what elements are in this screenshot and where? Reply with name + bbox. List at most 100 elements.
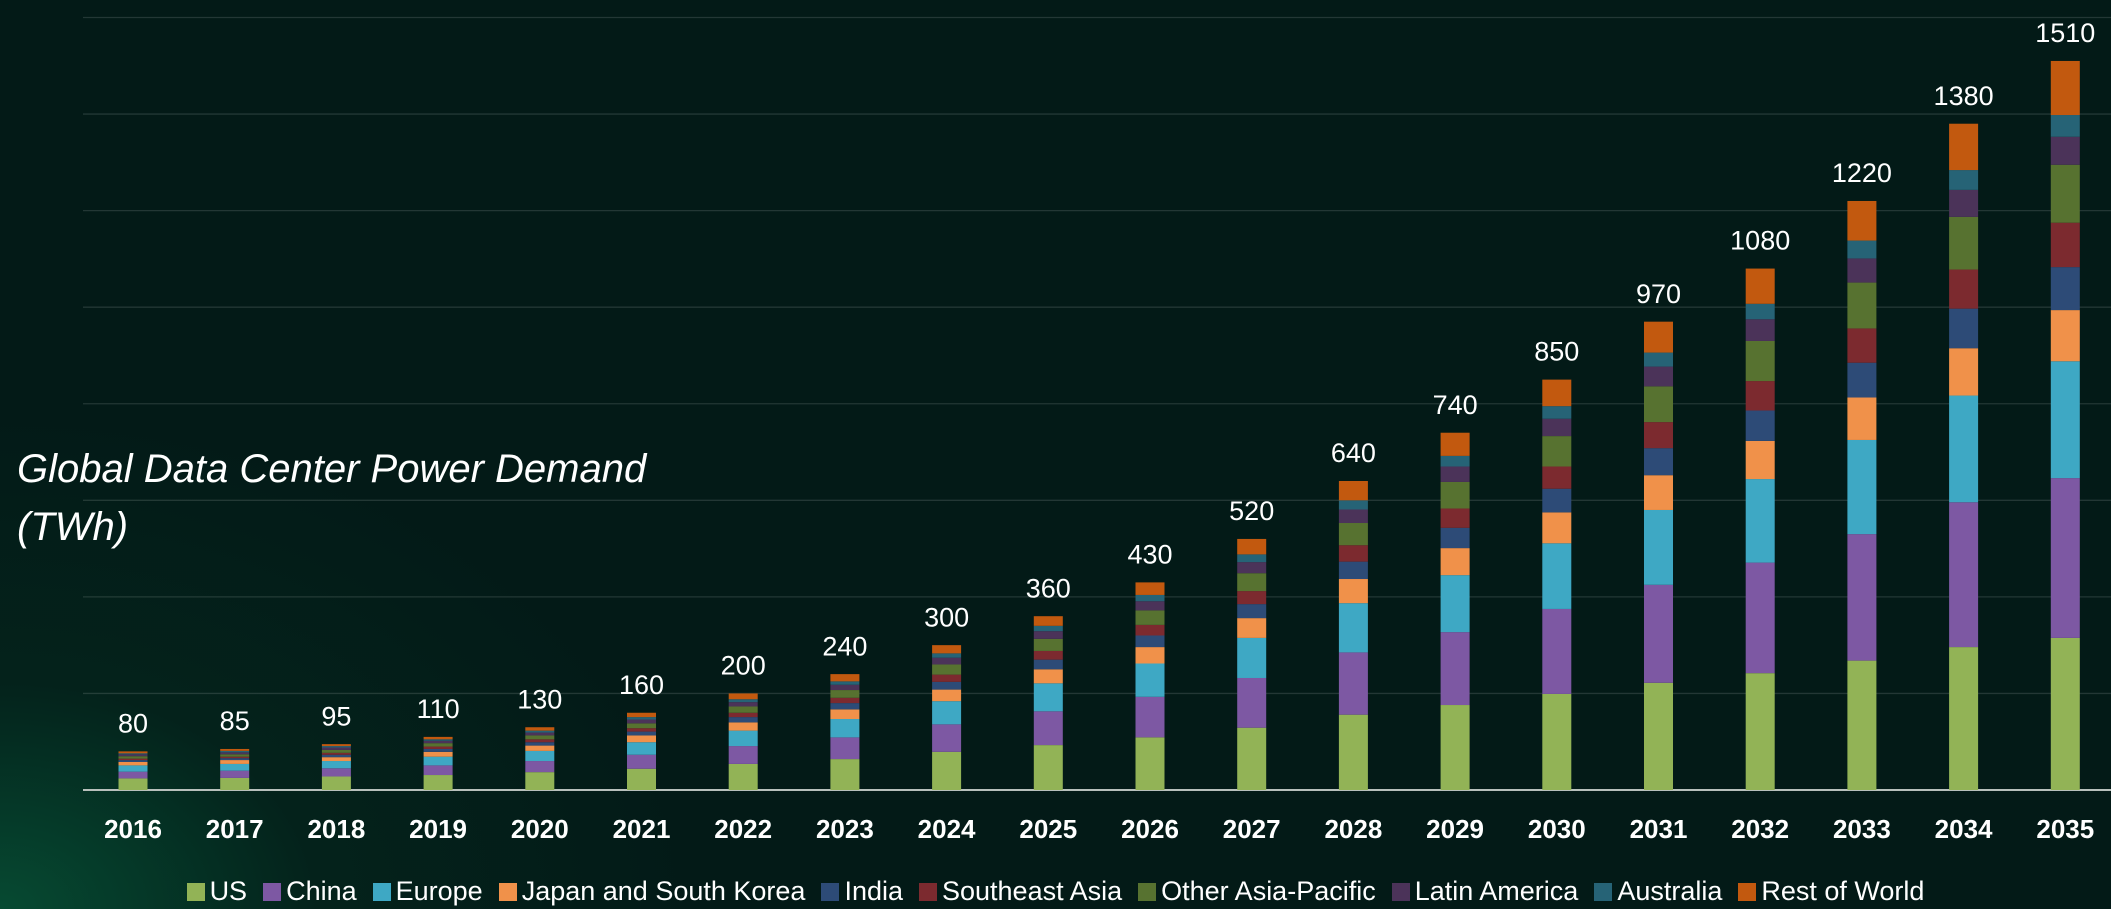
bar-segment (1440, 432, 1470, 456)
bar-segment (728, 706, 758, 713)
bar-segment (728, 702, 758, 707)
bar-segment (220, 750, 250, 753)
bar-segment (1542, 693, 1572, 790)
x-tick-label: 2030 (1528, 814, 1586, 844)
bar-segment (627, 731, 656, 736)
bar-segment (1135, 647, 1165, 664)
bar-segment (1033, 650, 1063, 660)
bar-segment (1542, 488, 1572, 513)
bar-segment (1237, 554, 1267, 563)
bar-segment (1542, 466, 1572, 489)
bar-segment (423, 748, 453, 752)
bar-segment (1135, 610, 1165, 625)
bar-segment (118, 751, 148, 754)
bar-segment (321, 754, 351, 758)
bar-segment (1135, 696, 1165, 738)
bar-segment (1949, 308, 1979, 349)
bar-segment (932, 653, 962, 658)
bar-segment (1847, 282, 1877, 329)
bar-segment (830, 759, 860, 790)
bar-segment (525, 727, 555, 731)
bar-segment (1237, 604, 1267, 619)
bar-segment (1542, 543, 1572, 609)
total-label: 80 (118, 709, 148, 739)
bar-segment (220, 756, 250, 759)
bar-segment (1237, 618, 1267, 638)
total-label: 740 (1433, 390, 1478, 420)
bar-segment (1237, 727, 1267, 790)
bar-segment (118, 761, 148, 766)
x-tick-label: 2025 (1019, 814, 1077, 844)
bar-segment (627, 768, 656, 790)
bar-segment (728, 746, 758, 764)
bar-segment (525, 750, 555, 762)
bar-segment (321, 761, 351, 769)
bar-segment (1338, 509, 1368, 524)
legend-item: India (821, 876, 903, 907)
legend-label: Other Asia-Pacific (1161, 876, 1376, 906)
bar-segment (525, 772, 555, 790)
bar-segment (932, 681, 962, 690)
bar-segment (1033, 711, 1063, 746)
bar-segment (1745, 340, 1775, 382)
bar-segment (1847, 200, 1877, 241)
legend-item: Rest of World (1738, 876, 1924, 907)
bar-segment (525, 745, 555, 751)
total-label: 520 (1229, 496, 1274, 526)
bar-segment (1745, 479, 1775, 563)
bar-segment (220, 758, 250, 761)
legend-label: US (209, 876, 248, 906)
x-tick-label: 2017 (206, 814, 264, 844)
bar-segment (932, 701, 962, 725)
bar-segment (423, 751, 453, 757)
bar-segment (1847, 362, 1877, 398)
bar-segment (627, 754, 656, 769)
bar-segment (1135, 582, 1165, 595)
bar-segment (1542, 379, 1572, 407)
bar-segment (1237, 573, 1267, 592)
total-label: 1380 (1934, 81, 1994, 111)
bar-segment (1644, 366, 1673, 387)
x-tick-label: 2032 (1731, 814, 1789, 844)
bar-segment (728, 763, 758, 790)
total-label: 300 (924, 602, 969, 632)
bar-segment (1949, 189, 1979, 217)
bar-segment (2050, 267, 2080, 311)
legend-item: China (263, 876, 357, 907)
bar-segment (1135, 663, 1165, 697)
bar-segment (830, 684, 860, 691)
legend-swatch (263, 882, 282, 901)
x-tick-label: 2029 (1426, 814, 1484, 844)
bar-segment (1135, 737, 1165, 790)
bar-segment (423, 743, 453, 747)
total-label: 360 (1026, 573, 1071, 603)
bar-segment (525, 761, 555, 773)
bar-segment (1135, 594, 1165, 602)
bar-segment (1338, 545, 1368, 562)
bar-segment (1644, 475, 1673, 510)
bar-segment (1135, 601, 1165, 611)
bar-segment (1033, 659, 1063, 670)
bar-segment (627, 742, 656, 755)
bar-segment (1949, 170, 1979, 190)
bar-segment (830, 719, 860, 738)
bar-segment (1847, 328, 1877, 363)
bar-segment (2050, 136, 2080, 165)
bar-segment (423, 756, 453, 766)
legend-item: Japan and South Korea (498, 876, 805, 907)
bar-segment (118, 778, 148, 790)
bar-segment (1440, 548, 1470, 576)
bar-segment (1338, 652, 1368, 715)
bar-segment (830, 697, 860, 704)
bar-segment (321, 744, 351, 747)
bar-segment (728, 699, 758, 703)
legend-label: Australia (1617, 876, 1723, 906)
bar-segment (2050, 361, 2080, 479)
bar-segment (423, 765, 453, 776)
bar-segment (1644, 682, 1673, 790)
bar-segment (220, 748, 250, 751)
bar-segment (627, 719, 656, 724)
legend-swatch (1738, 882, 1757, 901)
x-tick-label: 2033 (1833, 814, 1891, 844)
